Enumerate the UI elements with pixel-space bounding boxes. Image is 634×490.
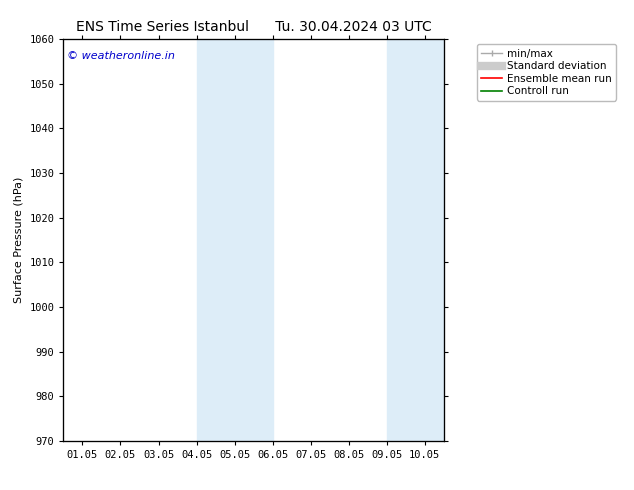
Y-axis label: Surface Pressure (hPa): Surface Pressure (hPa) (14, 177, 24, 303)
Text: ENS Time Series Istanbul      Tu. 30.04.2024 03 UTC: ENS Time Series Istanbul Tu. 30.04.2024 … (75, 20, 432, 34)
Text: © weatheronline.in: © weatheronline.in (67, 51, 175, 61)
Legend: min/max, Standard deviation, Ensemble mean run, Controll run: min/max, Standard deviation, Ensemble me… (477, 45, 616, 100)
Bar (197, 39, 273, 441)
Bar (387, 39, 463, 441)
